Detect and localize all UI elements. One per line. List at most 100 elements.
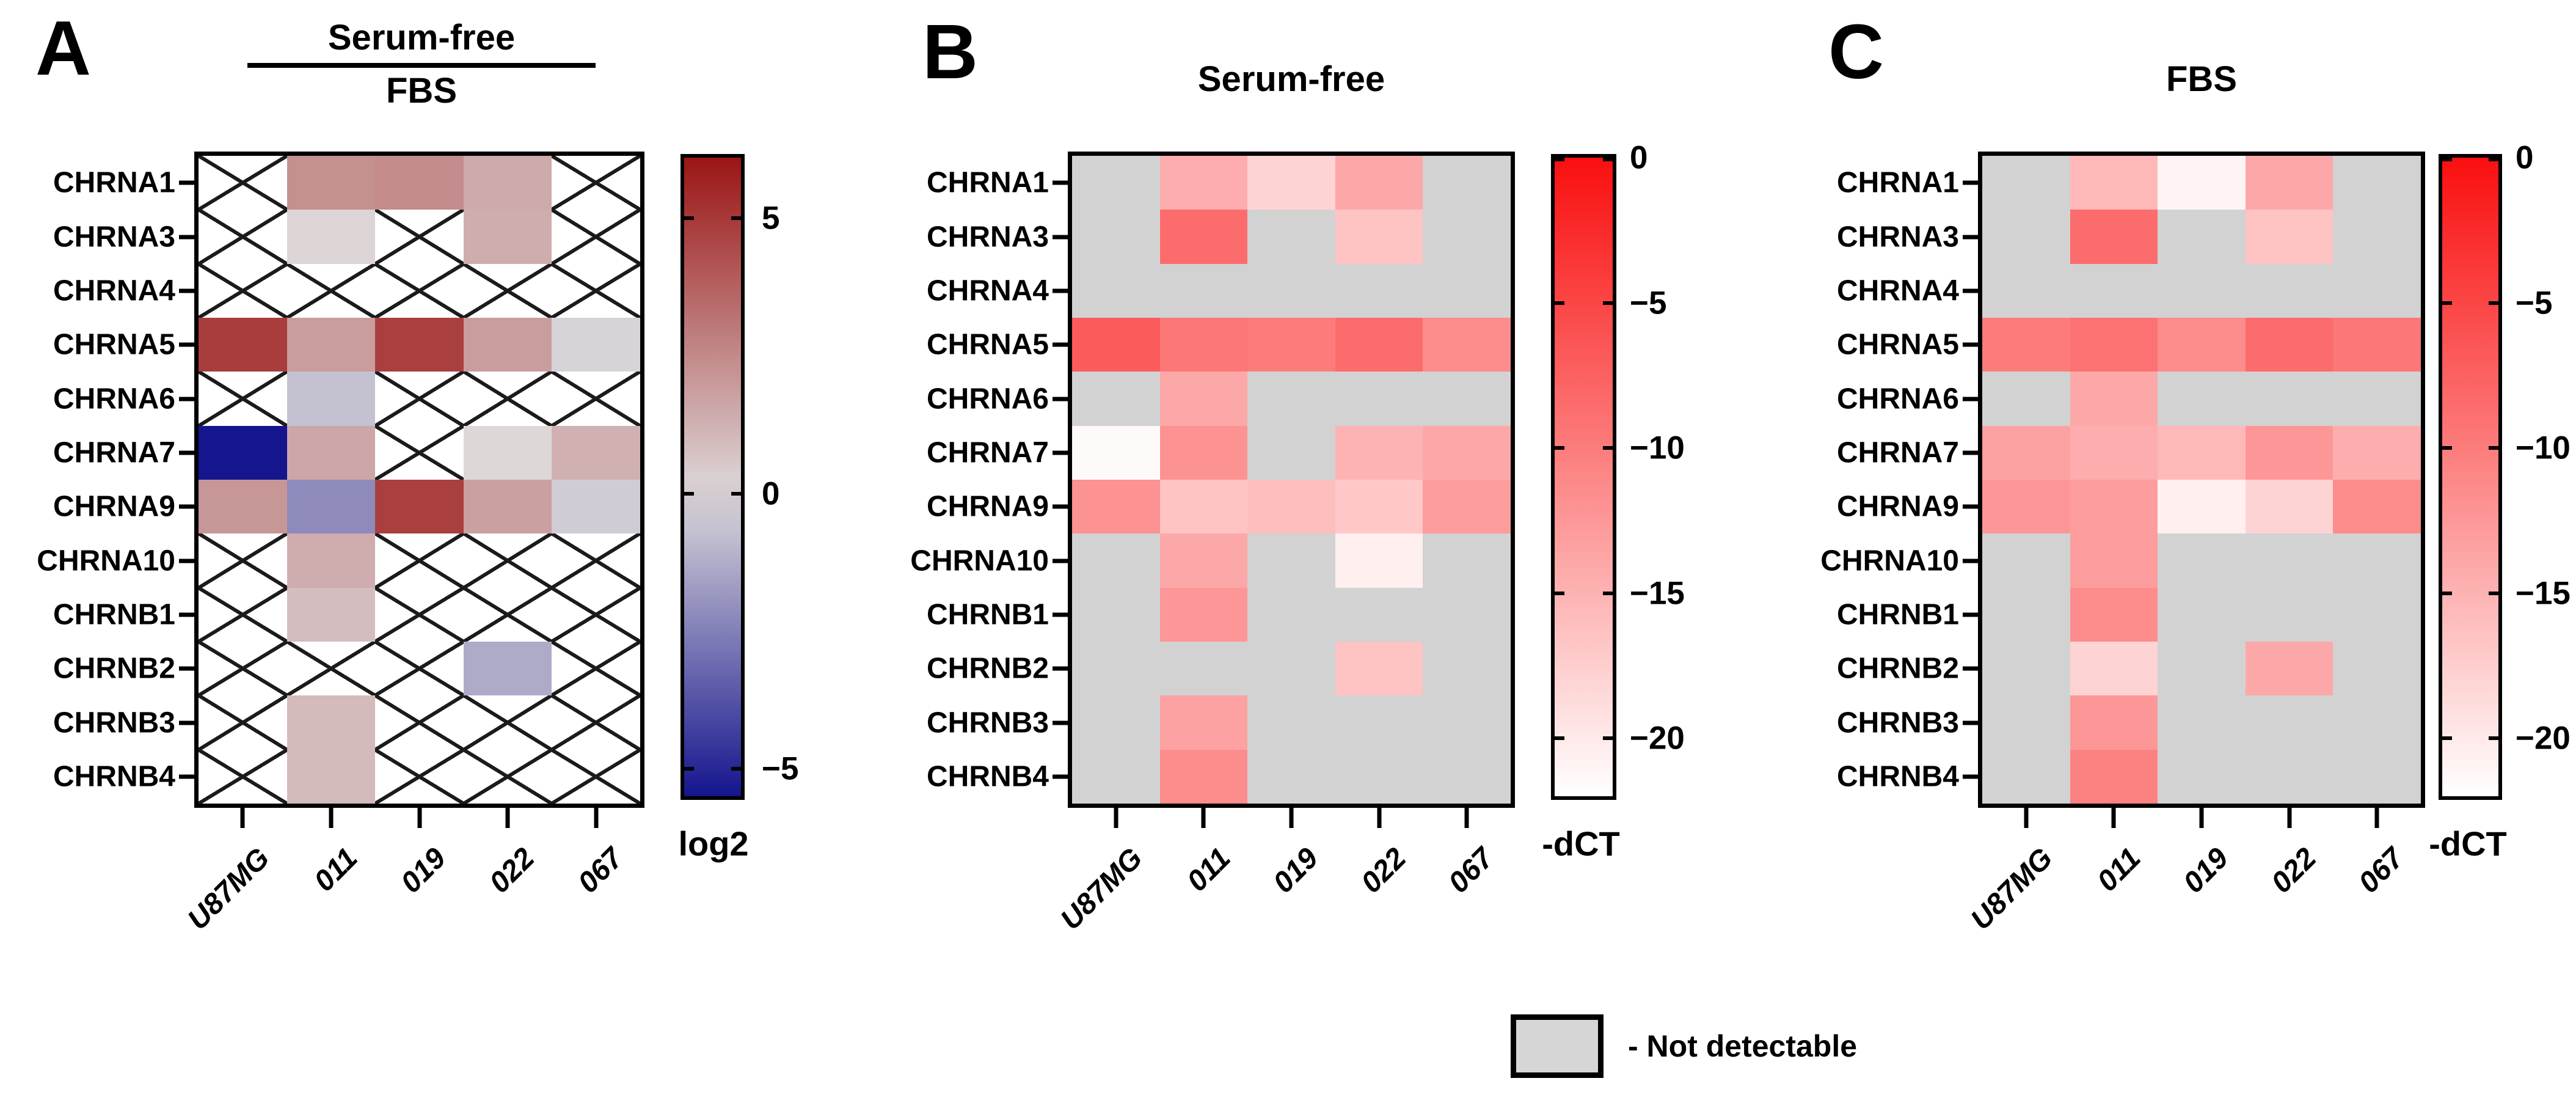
heatmap-cell — [1423, 426, 1511, 480]
row-label: CHRNA7 — [926, 436, 1049, 469]
heatmap-cell — [287, 480, 375, 533]
heatmap-cell-nd — [464, 695, 552, 750]
heatmap-cell — [287, 426, 375, 480]
colorbar-tick — [1555, 158, 1564, 161]
y-axis-tick — [1963, 666, 1982, 671]
colorbar-tick-label: −20 — [2516, 720, 2571, 757]
heatmap-cell-nd — [2246, 588, 2333, 642]
row-label: CHRNA3 — [53, 221, 175, 253]
heatmap-cell-nd — [1247, 642, 1335, 695]
heatmap-cell-nd — [552, 750, 640, 804]
heatmap-cell — [2246, 426, 2333, 480]
panel-a-title-denominator: FBS — [386, 70, 457, 111]
heatmap-cell — [1160, 588, 1247, 642]
heatmap-cell-nd — [1247, 426, 1335, 480]
column-label: 022 — [2264, 841, 2322, 900]
row-label: CHRNA6 — [53, 383, 175, 415]
column-label: 067 — [571, 841, 629, 900]
heatmap-cell-nd — [2333, 695, 2421, 750]
panel-a-title-numerator: Serum-free — [327, 18, 516, 57]
heatmap-cell — [2070, 642, 2158, 695]
row-label: CHRNA10 — [37, 544, 175, 577]
row-label: CHRNB1 — [926, 598, 1049, 631]
heatmap-cell-nd — [1423, 642, 1511, 695]
colorbar-tick — [2489, 591, 2498, 595]
row-label: CHRNA7 — [53, 436, 175, 469]
heatmap-cell — [2070, 750, 2158, 804]
heatmap-grid — [1978, 152, 2425, 808]
heatmap-cell-nd — [464, 264, 552, 318]
colorbar-tick-label: −20 — [1630, 720, 1685, 757]
column-label: 022 — [483, 841, 541, 900]
row-label: CHRNA4 — [1836, 274, 1959, 307]
heatmap-cell — [1982, 318, 2070, 372]
y-axis-tick — [1053, 774, 1072, 779]
heatmap-cell — [1335, 210, 1423, 264]
y-axis-tick — [179, 450, 199, 455]
heatmap-cell-nd — [1982, 533, 2070, 588]
heatmap-cell — [464, 642, 552, 695]
column-label: U87MG — [1054, 841, 1149, 937]
y-axis-tick — [1053, 559, 1072, 563]
row-label: CHRNA1 — [926, 166, 1049, 199]
row-label: CHRNB2 — [53, 652, 175, 685]
panel-b-letter: B — [922, 9, 978, 95]
heatmap-cell-nd — [375, 210, 464, 264]
heatmap-cell-nd — [1072, 533, 1160, 588]
heatmap-cell-nd — [2333, 588, 2421, 642]
heatmap-cell-nd — [1247, 372, 1335, 426]
heatmap-cell-nd — [287, 642, 375, 695]
colorbar-tick — [1603, 446, 1613, 450]
heatmap-cell-nd — [464, 372, 552, 426]
heatmap-cell-nd — [199, 533, 287, 588]
heatmap-cell-nd — [2158, 533, 2246, 588]
heatmap-cell-nd — [2333, 750, 2421, 804]
heatmap-cell-nd — [1423, 210, 1511, 264]
heatmap-cell — [2246, 156, 2333, 210]
heatmap-cell-nd — [2158, 588, 2246, 642]
column-label: U87MG — [181, 841, 276, 937]
heatmap-cell — [1072, 318, 1160, 372]
x-axis-tick — [329, 808, 334, 828]
heatmap-cell-nd — [199, 264, 287, 318]
heatmap-cell — [1247, 156, 1335, 210]
heatmap-cell-nd — [464, 750, 552, 804]
y-axis-tick — [179, 180, 199, 185]
colorbar — [2439, 154, 2502, 800]
heatmap-cell — [2158, 318, 2246, 372]
colorbar-tick — [1603, 301, 1613, 305]
x-axis-tick — [2111, 808, 2116, 828]
panel-c-colorbar-label: -dCT — [2429, 824, 2507, 863]
heatmap-cell — [287, 750, 375, 804]
heatmap-cell — [1423, 318, 1511, 372]
row-label: CHRNA5 — [926, 328, 1049, 361]
colorbar-tick — [1603, 158, 1613, 161]
heatmap-cell-nd — [375, 750, 464, 804]
column-label: U87MG — [1965, 841, 2059, 937]
colorbar-tick — [2442, 591, 2452, 595]
y-axis-tick — [1053, 288, 1072, 293]
heatmap-cell — [2333, 318, 2421, 372]
heatmap-cell-nd — [1160, 264, 1247, 318]
x-axis-tick — [1377, 808, 1382, 828]
not-detectable-swatch — [1511, 1014, 1604, 1078]
heatmap-cell — [375, 480, 464, 533]
heatmap-cell-nd — [1072, 210, 1160, 264]
heatmap-cell-nd — [2070, 264, 2158, 318]
x-axis-tick — [2024, 808, 2029, 828]
heatmap-cell-nd — [464, 533, 552, 588]
heatmap-cell-nd — [2246, 750, 2333, 804]
heatmap-cell — [2070, 372, 2158, 426]
heatmap-cell — [1423, 480, 1511, 533]
heatmap-cell — [2246, 642, 2333, 695]
heatmap-cell — [287, 588, 375, 642]
heatmap-cell — [1160, 750, 1247, 804]
row-label: CHRNB3 — [926, 706, 1049, 739]
y-axis-tick — [179, 504, 199, 509]
y-axis-tick — [1963, 504, 1982, 509]
heatmap-cell-nd — [1072, 156, 1160, 210]
y-axis-tick — [1053, 180, 1072, 185]
heatmap-cell — [2246, 210, 2333, 264]
panel-a-title: Serum-free FBS — [247, 18, 596, 111]
